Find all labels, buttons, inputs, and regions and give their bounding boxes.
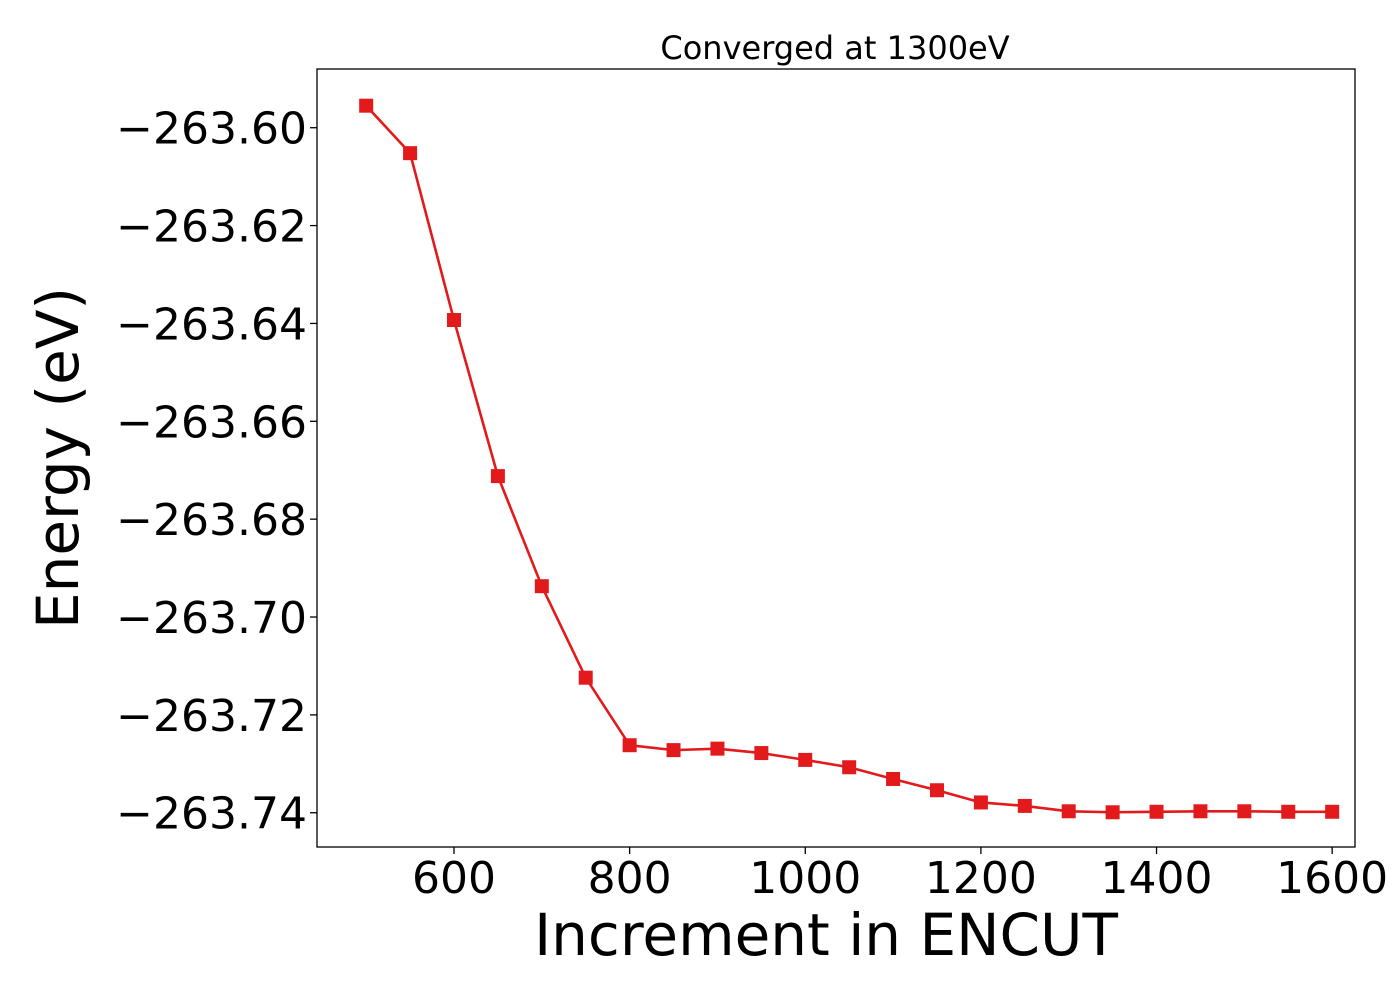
x-tick-label: 600 bbox=[412, 853, 496, 904]
chart-title: Converged at 1300eV bbox=[660, 29, 1009, 67]
y-tick-label: −263.64 bbox=[116, 299, 307, 350]
series-line bbox=[365, 104, 1333, 814]
y-tick-label: −263.72 bbox=[116, 691, 307, 742]
data-point-marker bbox=[754, 746, 769, 761]
data-point-marker bbox=[973, 795, 988, 810]
x-tick-label: 1000 bbox=[749, 853, 861, 904]
data-point-marker bbox=[1325, 804, 1340, 819]
data-point-marker bbox=[842, 760, 857, 775]
data-point-marker bbox=[403, 146, 418, 161]
y-tick-label: −263.70 bbox=[116, 593, 307, 644]
plot-frame bbox=[316, 68, 1356, 848]
data-point-marker bbox=[359, 98, 374, 113]
data-point-marker bbox=[1061, 804, 1076, 819]
y-tick-label: −263.60 bbox=[116, 104, 307, 155]
data-point-marker bbox=[710, 741, 725, 756]
data-point-marker bbox=[534, 579, 549, 594]
y-axis-label: Energy (eV) bbox=[24, 287, 92, 629]
data-point-marker bbox=[578, 670, 593, 685]
data-point-marker bbox=[798, 752, 813, 767]
y-tick-label: −263.62 bbox=[116, 202, 307, 253]
x-tick-label: 1400 bbox=[1101, 853, 1213, 904]
x-tick-label: 1200 bbox=[925, 853, 1037, 904]
data-point-marker bbox=[886, 771, 901, 786]
x-axis-label: Increment in ENCUT bbox=[534, 901, 1118, 969]
data-point-marker bbox=[929, 783, 944, 798]
data-point-marker bbox=[1237, 804, 1252, 819]
data-point-marker bbox=[1017, 798, 1032, 813]
plot-area: 600 800 1000 1200 1400 1600 −263.60 −263.62 −263… bbox=[116, 68, 1388, 904]
data-point-marker bbox=[1193, 804, 1208, 819]
data-point-marker bbox=[1105, 805, 1120, 820]
y-tick-label: −263.68 bbox=[116, 495, 307, 546]
data-point-marker bbox=[1281, 804, 1296, 819]
x-tick-label: 800 bbox=[588, 853, 672, 904]
x-tick-label: 1600 bbox=[1276, 853, 1388, 904]
data-point-marker bbox=[666, 743, 681, 758]
data-point-marker bbox=[622, 738, 637, 753]
data-point-marker bbox=[446, 313, 461, 328]
y-tick-label: −263.66 bbox=[116, 397, 307, 448]
data-point-marker bbox=[1149, 804, 1164, 819]
data-point-marker bbox=[490, 469, 505, 484]
y-tick-label: −263.74 bbox=[116, 789, 307, 840]
